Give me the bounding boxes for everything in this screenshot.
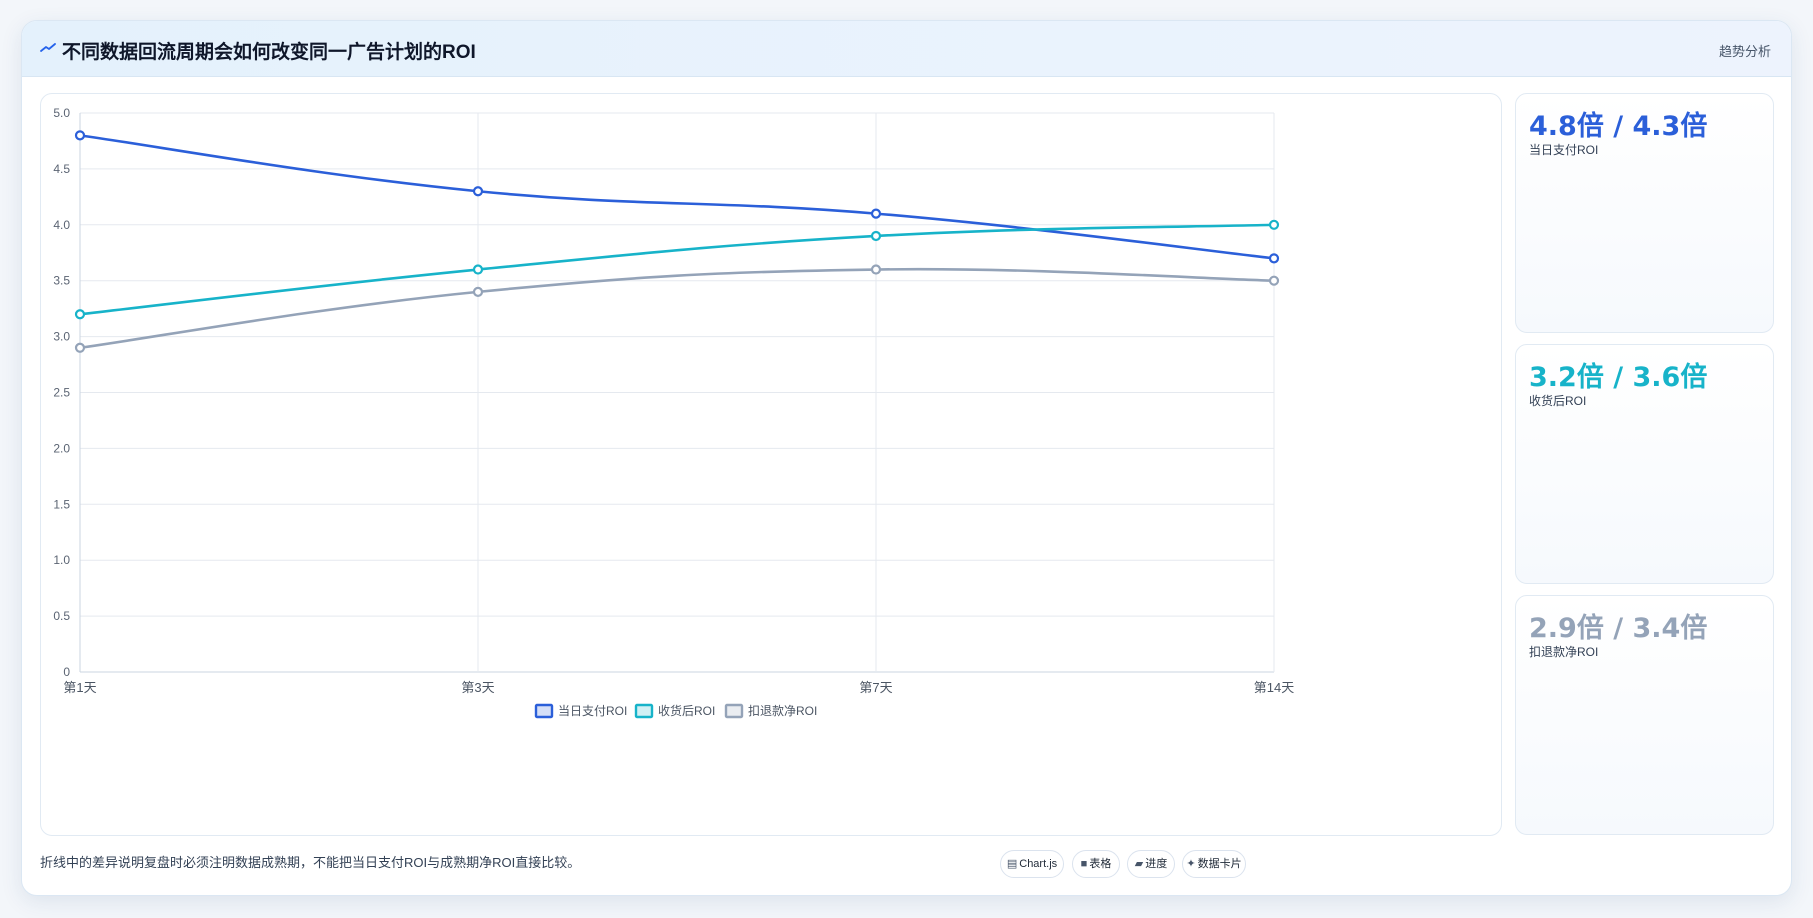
pill-table[interactable]: ■ 表格	[1072, 850, 1120, 878]
panel-header: 不同数据回流周期会如何改变同一广告计划的ROI 趋势分析	[22, 21, 1791, 77]
y-tick-label: 3.0	[53, 330, 70, 344]
card-icon: ✦	[1186, 858, 1196, 870]
pill-chartjs[interactable]: ▤ Chart.js	[1000, 850, 1064, 878]
y-tick-label: 2.5	[53, 386, 70, 400]
legend-label: 当日支付ROI	[558, 704, 627, 718]
kpi-value: 2.9倍 / 3.4倍	[1529, 613, 1708, 644]
y-tick-label: 1.0	[53, 553, 70, 567]
y-tick-label: 4.5	[53, 162, 70, 176]
legend-swatch	[634, 703, 654, 719]
data-point	[472, 264, 484, 275]
data-point	[74, 130, 86, 141]
y-tick-label: 0.5	[53, 609, 70, 623]
y-tick-label: 3.5	[53, 274, 70, 288]
data-point	[74, 342, 86, 353]
kpi-label: 收货后ROI	[1529, 394, 1587, 408]
y-tick-label: 4.0	[53, 218, 70, 232]
roi-line-chart: 0 0.5 1.0 1.5 2.0 2.5 3.0 3.5 4.0 4.5 5.0 第1天 第3天 第7天…	[53, 106, 1294, 719]
series-line-2	[79, 223, 1275, 316]
legend-swatch	[534, 703, 554, 719]
y-tick-label: 1.5	[53, 497, 70, 511]
data-point	[870, 264, 882, 275]
data-point	[74, 309, 86, 320]
kpi-card-same-day: 4.8倍 / 4.3倍 当日支付ROI	[1515, 93, 1774, 333]
x-tick-label: 第7天	[859, 680, 892, 695]
y-tick-label: 2.0	[53, 441, 70, 455]
page-title: 不同数据回流周期会如何改变同一广告计划的ROI	[62, 42, 476, 63]
kpi-value: 3.2倍 / 3.6倍	[1529, 362, 1708, 393]
kpi-label: 扣退款净ROI	[1529, 645, 1599, 659]
data-point	[870, 230, 882, 242]
chart-panel: 不同数据回流周期会如何改变同一广告计划的ROI 趋势分析 0 0.5 1.0 1.5 2…	[21, 20, 1792, 896]
data-point	[472, 286, 484, 297]
y-tick-label: 5.0	[53, 106, 70, 120]
data-point	[1268, 275, 1280, 286]
legend-label: 收货后ROI	[658, 703, 715, 718]
kpi-card-net: 2.9倍 / 3.4倍 扣退款净ROI	[1515, 595, 1774, 835]
legend-swatch	[724, 703, 744, 719]
series-line-1	[79, 134, 1275, 260]
chart-card: 0 0.5 1.0 1.5 2.0 2.5 3.0 3.5 4.0 4.5 5.0 第1天 第3天 第7天…	[40, 93, 1502, 836]
pill-data-card[interactable]: ✦ 数据卡片	[1182, 850, 1246, 878]
progress-icon: ▰	[1134, 858, 1144, 870]
x-tick-label: 第1天	[63, 680, 96, 695]
kpi-card-after-receipt: 3.2倍 / 3.6倍 收货后ROI	[1515, 344, 1774, 584]
pill-progress[interactable]: ▰ 进度	[1127, 850, 1175, 878]
kpi-label: 当日支付ROI	[1529, 143, 1599, 157]
series-line-3	[79, 267, 1275, 350]
data-point	[870, 208, 882, 219]
trend-analysis-badge[interactable]: 趋势分析	[1718, 44, 1771, 59]
data-point	[1268, 219, 1280, 230]
chart-icon: ▤	[1006, 858, 1018, 870]
y-tick-label: 0	[63, 665, 70, 679]
data-point	[1268, 253, 1280, 264]
trend-line-icon	[40, 40, 56, 56]
x-tick-label: 第3天	[461, 680, 494, 695]
x-tick-label: 第14天	[1254, 680, 1294, 695]
kpi-value: 4.8倍 / 4.3倍	[1529, 111, 1708, 142]
data-point	[472, 186, 484, 197]
chart-footnote: 折线中的差异说明复盘时必须注明数据成熟期，不能把当日支付ROI与成熟期净ROI直…	[40, 855, 581, 870]
legend-label: 扣退款净ROI	[748, 704, 817, 718]
table-icon: ■	[1080, 858, 1088, 870]
